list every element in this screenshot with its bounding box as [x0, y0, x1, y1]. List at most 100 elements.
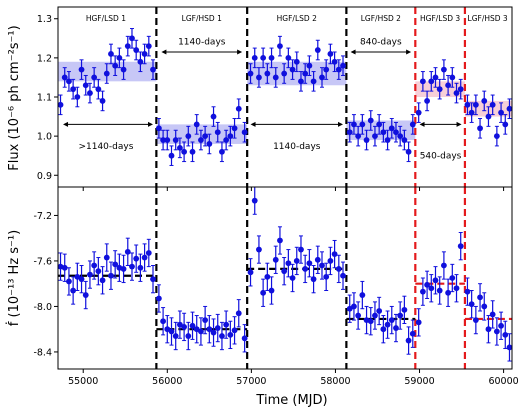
- data-point: [95, 86, 102, 93]
- data-point: [502, 121, 509, 128]
- data-point: [120, 66, 127, 73]
- data-point: [302, 266, 309, 272]
- data-point: [424, 98, 430, 104]
- duration-label: 1140-days: [273, 142, 321, 152]
- data-point: [99, 98, 106, 104]
- data-point: [506, 105, 513, 112]
- data-point: [133, 47, 140, 53]
- data-point: [103, 254, 110, 261]
- data-point: [214, 325, 221, 331]
- y-tick-label: -8.0: [33, 302, 52, 313]
- data-point: [150, 276, 156, 283]
- data-point: [419, 78, 426, 85]
- x-tick-label: 60000: [488, 376, 518, 387]
- data-point: [331, 58, 338, 65]
- state-label: LGF/HSD 3: [468, 14, 508, 23]
- data-point: [477, 125, 483, 132]
- data-point: [331, 251, 338, 258]
- data-point: [323, 66, 330, 73]
- arrow-head-right: [338, 121, 344, 127]
- data-point: [160, 137, 166, 143]
- data-point: [66, 78, 72, 85]
- data-point: [457, 243, 464, 250]
- data-point: [401, 137, 408, 143]
- duration-label: >1140-days: [78, 142, 133, 152]
- data-point: [277, 237, 283, 244]
- data-point: [289, 275, 296, 281]
- data-point: [453, 285, 460, 292]
- data-point: [380, 129, 387, 136]
- data-point: [87, 271, 93, 278]
- data-point: [251, 197, 258, 204]
- data-point: [441, 66, 447, 73]
- duration-label: 540-days: [420, 152, 462, 162]
- data-point: [247, 70, 254, 77]
- data-point: [351, 121, 357, 128]
- data-point: [367, 318, 374, 325]
- data-point: [310, 276, 317, 283]
- data-point: [91, 262, 98, 269]
- data-point: [355, 312, 362, 319]
- fdot-panel: -8.4 -8.0 -7.6 -7.2 55000 56000 57000 58000 5900…: [33, 186, 519, 387]
- data-point: [137, 264, 144, 271]
- data-point: [468, 109, 475, 116]
- data-point: [419, 288, 426, 295]
- data-point: [409, 121, 416, 128]
- data-point: [112, 62, 119, 69]
- data-point: [206, 326, 213, 333]
- data-point: [489, 311, 496, 318]
- data-point: [355, 133, 362, 140]
- data-point: [264, 70, 271, 77]
- data-point: [376, 308, 383, 314]
- data-point: [298, 78, 304, 85]
- data-point: [432, 74, 439, 81]
- data-point: [155, 125, 162, 132]
- data-point: [388, 317, 395, 323]
- data-point: [145, 250, 152, 256]
- data-point: [481, 98, 488, 104]
- data-point: [372, 133, 378, 140]
- data-point: [453, 90, 460, 96]
- data-point: [436, 287, 443, 294]
- arrow-head-right: [406, 49, 412, 55]
- data-point: [177, 144, 183, 151]
- data-point: [298, 246, 304, 253]
- data-point: [198, 137, 204, 143]
- data-point: [160, 318, 166, 325]
- data-point: [498, 322, 504, 329]
- data-point: [376, 121, 383, 128]
- data-point: [260, 289, 267, 296]
- data-point: [272, 74, 279, 81]
- data-point: [506, 344, 513, 351]
- y-tick-label: 1.3: [37, 14, 52, 25]
- data-point: [464, 101, 471, 108]
- arrow-head-right: [456, 121, 462, 127]
- data-point: [388, 125, 395, 132]
- data-point: [340, 272, 346, 279]
- data-point: [193, 121, 200, 128]
- y-tick-label: -8.4: [33, 347, 52, 358]
- data-point: [363, 137, 370, 143]
- data-point: [415, 319, 422, 326]
- data-point: [231, 125, 238, 132]
- data-point: [502, 331, 509, 338]
- data-point: [401, 306, 408, 313]
- data-point: [351, 303, 357, 310]
- data-point: [189, 148, 196, 155]
- data-point: [323, 273, 330, 280]
- data-point: [409, 330, 416, 337]
- data-point: [449, 74, 456, 81]
- data-point: [223, 137, 230, 143]
- data-point: [449, 275, 456, 281]
- data-point: [498, 109, 504, 116]
- data-point: [129, 263, 135, 270]
- data-point: [231, 327, 238, 334]
- data-point: [306, 260, 313, 267]
- data-point: [251, 54, 258, 61]
- data-point: [219, 333, 225, 339]
- data-point: [61, 264, 68, 271]
- data-point: [202, 317, 209, 323]
- data-point: [172, 137, 179, 143]
- data-point: [120, 266, 127, 272]
